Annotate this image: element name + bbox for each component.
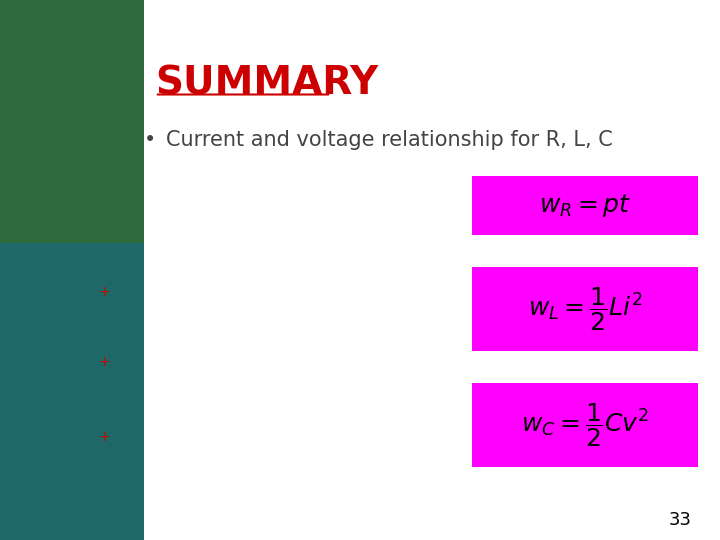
FancyBboxPatch shape: [472, 267, 698, 351]
FancyBboxPatch shape: [0, 243, 144, 540]
Text: •: •: [144, 130, 156, 150]
Text: $w_L = \dfrac{1}{2}Li^2$: $w_L = \dfrac{1}{2}Li^2$: [528, 285, 642, 333]
Text: SUMMARY: SUMMARY: [155, 65, 378, 103]
Text: Current and voltage relationship for R, L, C: Current and voltage relationship for R, …: [166, 130, 612, 150]
Text: $w_C = \dfrac{1}{2}Cv^2$: $w_C = \dfrac{1}{2}Cv^2$: [521, 401, 649, 449]
FancyBboxPatch shape: [472, 383, 698, 467]
Text: +: +: [99, 355, 110, 369]
FancyBboxPatch shape: [472, 176, 698, 235]
Text: +: +: [99, 430, 110, 444]
Text: $w_R = pt$: $w_R = pt$: [539, 192, 631, 219]
Text: 33: 33: [668, 511, 691, 529]
FancyBboxPatch shape: [0, 0, 144, 243]
Text: +: +: [99, 285, 110, 299]
